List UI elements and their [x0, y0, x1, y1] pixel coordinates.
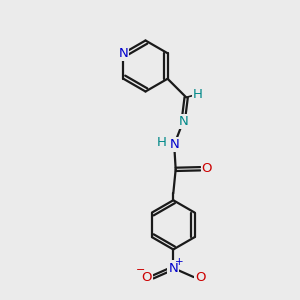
Text: N: N: [178, 115, 188, 128]
Text: N: N: [168, 262, 178, 275]
Text: H: H: [193, 88, 202, 101]
Text: N: N: [169, 138, 179, 151]
Text: O: O: [202, 162, 212, 175]
Text: −: −: [136, 266, 145, 275]
Text: N: N: [118, 47, 128, 60]
Text: H: H: [157, 136, 167, 149]
Text: O: O: [141, 271, 152, 284]
Text: O: O: [195, 271, 206, 284]
Text: +: +: [175, 257, 184, 267]
